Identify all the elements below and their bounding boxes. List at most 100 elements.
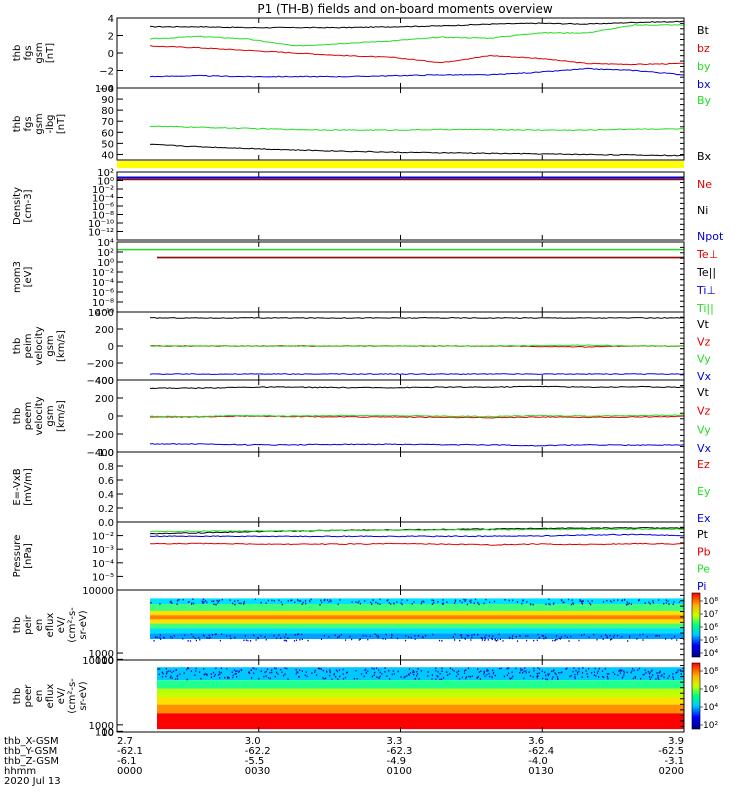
spectrogram-speck [499, 638, 501, 640]
legend-Te: Te|| [696, 266, 716, 279]
x-axis-row-label: thb_X-GSM [4, 736, 59, 747]
spectrogram-speck [484, 636, 486, 638]
spectrogram-speck [329, 671, 331, 674]
spectrogram-speck [485, 634, 487, 636]
spectrogram-speck [410, 636, 412, 639]
y-tick-label: −400 [87, 448, 114, 459]
legend-Ne: Ne [697, 178, 712, 191]
y-tick-label: 50 [101, 139, 114, 150]
spectrogram-speck [570, 603, 572, 606]
spectrogram-speck [558, 637, 560, 640]
spectrogram-speck [520, 669, 522, 672]
spectrogram-speck [521, 669, 523, 671]
spectrogram-speck [480, 670, 482, 672]
spectrogram-speck [200, 677, 202, 680]
spectrogram-speck [423, 601, 425, 603]
y-tick-label: −400 [87, 376, 114, 387]
spectrogram-speck [470, 639, 472, 641]
spectrogram-speck [551, 670, 553, 673]
spectrogram-speck [203, 635, 205, 637]
spectrogram-speck [384, 667, 386, 669]
spectrogram-speck [159, 634, 161, 636]
spectrogram-speck [625, 603, 628, 606]
spectrogram-speck [418, 678, 420, 680]
spectrogram-speck [639, 634, 641, 636]
colorbar-tick-label: 10⁴ [703, 649, 718, 659]
spectrogram-speck [190, 670, 192, 672]
spectrogram-speck [364, 600, 366, 602]
spectrogram-speck [437, 601, 439, 603]
spectrogram-speck [379, 671, 381, 674]
spectrogram-speck [422, 636, 424, 639]
spectrogram-speck [622, 676, 624, 678]
spectrogram-speck [171, 671, 173, 674]
spectrogram-speck [525, 635, 527, 637]
spectrogram-speck [648, 673, 651, 675]
spectrogram-speck [169, 601, 171, 603]
spectrogram-speck [571, 599, 573, 601]
spectrogram-band [150, 611, 684, 616]
spectrogram-speck [371, 667, 373, 670]
spectrogram-speck [552, 639, 554, 642]
spectrogram-speck [163, 636, 165, 639]
spectrogram-speck [464, 670, 466, 672]
spectrogram-speck [619, 669, 621, 671]
spectrogram-speck [186, 678, 188, 681]
spectrogram-speck [436, 675, 438, 677]
series-bx-line [149, 67, 685, 78]
spectrogram-speck [519, 635, 521, 637]
spectrogram-speck [449, 667, 452, 669]
spectrogram-speck [610, 639, 612, 641]
spectrogram-speck [657, 677, 659, 679]
spectrogram-speck [247, 639, 249, 642]
spectrogram-speck [525, 671, 527, 674]
spectrogram-speck [175, 678, 177, 680]
spectrogram-speck [606, 636, 608, 639]
spectrogram-speck [492, 672, 494, 675]
y-axis-label-line: [eV] [23, 267, 34, 288]
y-tick-label: 10⁻¹² [88, 228, 114, 239]
spectrogram-speck [328, 636, 330, 638]
spectrogram-speck [386, 675, 388, 677]
spectrogram-speck [378, 669, 380, 671]
spectrogram-speck [629, 636, 631, 638]
x-axis-row-label: thb_Z-GSM [4, 756, 59, 767]
y-axis-label-line: eflux [45, 684, 56, 709]
panel-frame [116, 451, 685, 523]
spectrogram-speck [469, 600, 471, 603]
spectrogram-speck [617, 599, 619, 601]
spectrogram-speck [506, 667, 508, 670]
spectrogram-speck [234, 636, 236, 639]
legend-Vx: Vx [697, 370, 712, 383]
spectrogram-speck [665, 602, 668, 604]
spectrogram-speck [206, 673, 208, 676]
spectrogram-speck [468, 635, 470, 637]
spectrogram-speck [572, 603, 574, 605]
spectrogram-speck [431, 678, 433, 680]
spectrogram-speck [188, 601, 190, 603]
spectrogram-speck [463, 598, 465, 601]
spectrogram-speck [250, 669, 252, 671]
spectrogram-band [150, 628, 684, 634]
spectrogram-speck [413, 601, 415, 603]
spectrogram-speck [468, 675, 470, 678]
spectrogram-speck [408, 668, 411, 670]
y-axis-label-line: Pressure [12, 535, 23, 578]
spectrogram-speck [257, 637, 259, 640]
spectrogram-speck [667, 677, 669, 679]
spectrogram-speck [557, 678, 559, 680]
spectrogram-speck [390, 636, 393, 639]
x-axis-y-value: -62.1 [117, 746, 143, 757]
spectrogram-speck [264, 636, 266, 638]
spectrogram-speck [509, 637, 511, 639]
spectrogram-speck [301, 633, 303, 636]
spectrogram-speck [194, 637, 196, 640]
spectrogram-speck [214, 673, 216, 676]
spectrogram-speck [374, 633, 376, 635]
spectrogram-speck [561, 671, 563, 673]
spectrogram-speck [275, 667, 277, 670]
spectrogram-speck [323, 678, 325, 680]
spectrogram-speck [351, 601, 353, 603]
spectrogram-speck [243, 600, 245, 603]
series-by-line [149, 24, 685, 47]
